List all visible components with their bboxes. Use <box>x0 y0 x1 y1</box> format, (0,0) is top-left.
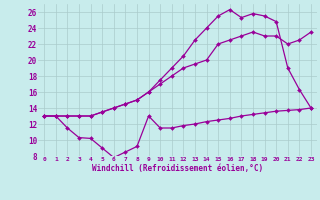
X-axis label: Windchill (Refroidissement éolien,°C): Windchill (Refroidissement éolien,°C) <box>92 164 263 173</box>
